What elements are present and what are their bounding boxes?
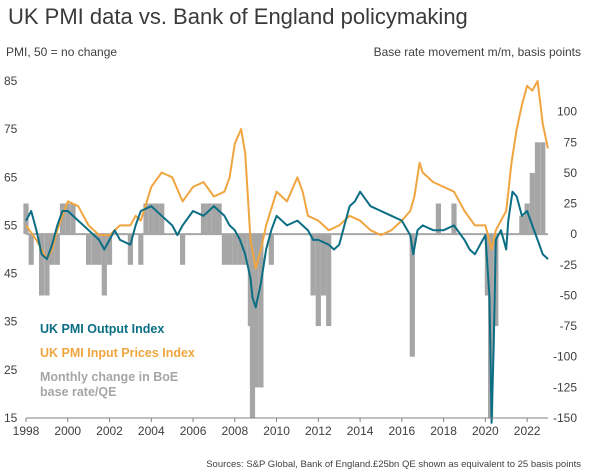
x-tick-label: 2008 [221,424,248,438]
boe-bar [237,234,243,265]
y-right-tick-label: 100 [557,105,577,119]
boe-bar [258,234,264,388]
boe-bar [127,234,133,265]
y-right-tick-label: 75 [564,135,578,149]
boe-bar [534,142,541,235]
legend-input: UK PMI Input Prices Index [40,346,195,361]
input-prices-line [25,80,549,270]
boe-bar [101,234,107,296]
chart-title: UK PMI data vs. Bank of England policyma… [8,4,468,29]
right-axis-label: Base rate movement m/m, basis points [373,45,581,59]
boe-bar [39,234,45,296]
output-index-line [25,190,549,424]
boe-bar [540,142,546,235]
x-tick-label: 2016 [388,424,415,438]
y-right-tick-label: -150 [553,411,577,425]
boe-bar [435,203,441,235]
boe-bar [211,203,217,235]
boe-bar [221,234,227,265]
y-right-tick-label: -100 [553,350,577,364]
y-left-tick-label: 55 [4,218,18,232]
boe-bar [159,203,165,235]
left-axis-label: PMI, 50 = no change [6,45,118,59]
boe-bar [206,203,212,235]
y-left-tick-label: 85 [4,74,18,88]
y-left-tick-label: 35 [4,315,18,329]
boe-bar [200,203,207,235]
y-left-tick-label: 75 [4,122,18,136]
boe-bar [242,234,248,265]
x-tick-label: 2018 [430,424,457,438]
boe-bar [524,203,530,235]
boe-bar [148,203,154,235]
y-left-tick-label: 25 [4,363,18,377]
x-tick-label: 2004 [138,424,165,438]
boe-bar [143,203,149,235]
boe-bar [153,203,160,235]
y-right-tick-label: -50 [560,288,578,302]
boe-bar [529,172,535,235]
boe-bar [54,234,60,265]
x-tick-label: 2012 [305,424,332,438]
y-left-tick-label: 15 [4,411,18,425]
boe-bar [180,234,186,265]
boe-bar [409,234,415,357]
boe-bar [86,234,92,265]
boe-bar [315,234,321,327]
x-tick-label: 2006 [180,424,207,438]
boe-bar [255,234,261,265]
boe-bar [70,203,76,235]
boe-bar [216,203,222,235]
y-left-tick-label: 65 [4,170,18,184]
x-tick-label: 1998 [13,424,40,438]
boe-bar [253,234,259,388]
boe-bar [28,234,34,265]
boe-bar [326,234,332,327]
boe-bar [249,234,256,418]
legend-boe-label-line2: base rate/QE [40,385,117,399]
boe-bar [268,234,274,265]
y-right-tick-label: -75 [560,319,578,333]
boe-bar [451,203,457,235]
boe-bar [96,234,102,265]
x-tick-label: 2014 [347,424,374,438]
boe-bar [227,234,233,265]
boe-bar [519,215,525,235]
y-right-tick-label: -125 [553,380,577,394]
legend-boe: Monthly change in BoE base rate/QE [40,370,178,400]
y-right-tick-label: 50 [564,166,578,180]
y-left-tick-label: 45 [4,267,18,281]
x-tick-label: 2002 [96,424,123,438]
x-tick-label: 2020 [472,424,499,438]
x-tick-label: 2010 [263,424,290,438]
boe-bar [310,234,316,296]
legend-output-label: UK PMI Output Index [40,322,165,336]
boe-bar [91,234,97,265]
boe-bar [232,234,238,265]
boe-bar [138,234,144,265]
y-right-tick-label: -25 [560,258,578,272]
boe-bar [65,203,71,235]
boe-bar [44,234,50,296]
y-right-tick-label: 0 [570,227,577,241]
boe-bar [106,234,113,265]
legend-output: UK PMI Output Index [40,322,164,337]
y-right-tick-label: 25 [564,197,578,211]
boe-bar [59,203,66,235]
boe-bar [320,234,327,296]
legend-input-label: UK PMI Input Prices Index [40,346,195,360]
x-tick-label: 2022 [514,424,541,438]
x-tick-label: 2000 [54,424,81,438]
legend-boe-label-line1: Monthly change in BoE [40,370,179,384]
source-note: Sources: S&P Global, Bank of England.£25… [206,459,581,470]
